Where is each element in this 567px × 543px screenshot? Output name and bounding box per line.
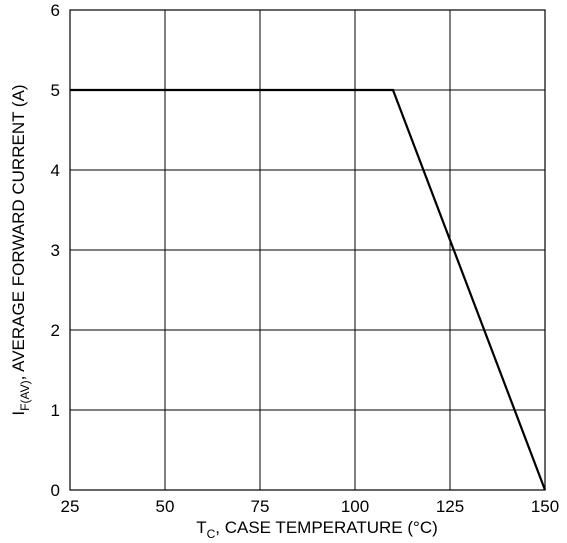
- x-tick-label: 125: [436, 497, 464, 516]
- x-tick-label: 50: [156, 497, 175, 516]
- y-axis-label-rest: , AVERAGE FORWARD CURRENT (A): [9, 84, 28, 380]
- y-axis-label-sub: F(AV): [18, 380, 32, 410]
- x-tick-labels: 25 50 75 100 125 150: [61, 497, 560, 516]
- grid-lines: [69, 9, 546, 491]
- x-tick-label: 100: [341, 497, 369, 516]
- x-axis-label-rest: , CASE TEMPERATURE (°C): [215, 518, 437, 537]
- y-tick-label: 1: [51, 401, 60, 420]
- y-axis-label-main: I: [9, 411, 28, 416]
- x-axis-label-main: T: [196, 518, 206, 537]
- x-tick-label: 75: [251, 497, 270, 516]
- y-tick-label: 4: [51, 161, 60, 180]
- y-tick-label: 5: [51, 81, 60, 100]
- x-tick-label: 150: [531, 497, 559, 516]
- x-axis-label: TC, CASE TEMPERATURE (°C): [196, 518, 438, 541]
- y-tick-label: 2: [51, 321, 60, 340]
- current-derating-line: [70, 88, 547, 491]
- x-axis-label-sub: C: [207, 527, 216, 541]
- x-tick-label: 25: [61, 497, 80, 516]
- y-axis-label: IF(AV), AVERAGE FORWARD CURRENT (A): [9, 84, 32, 415]
- y-tick-label: 0: [51, 481, 60, 500]
- y-tick-label: 3: [51, 241, 60, 260]
- plot-frame: [69, 9, 546, 491]
- y-tick-labels: 0 1 2 3 4 5 6: [51, 1, 60, 500]
- y-tick-label: 6: [51, 1, 60, 20]
